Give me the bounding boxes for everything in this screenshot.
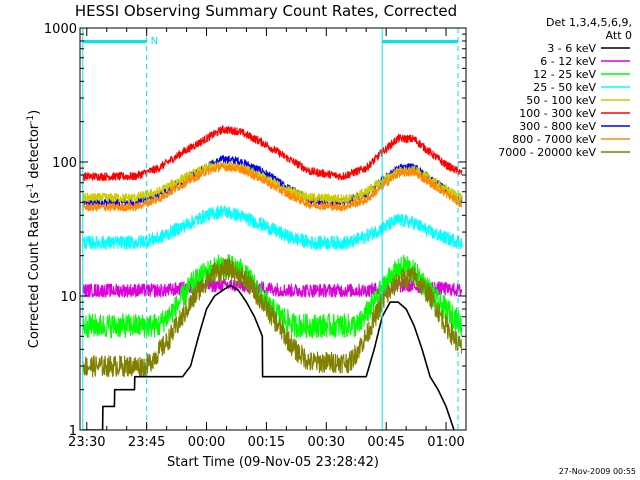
legend-label: 3 - 6 keV: [547, 42, 596, 55]
legend-label: 50 - 100 keV: [526, 94, 596, 107]
legend-entry: 50 - 100 keV: [526, 94, 630, 107]
legend-entry: 12 - 25 keV: [533, 68, 630, 81]
y-tick: 100: [52, 156, 466, 171]
x-tick-label: 23:30: [68, 435, 105, 450]
series-line-3-6kev: [82, 284, 455, 430]
series-line-12-25kev: [82, 254, 463, 339]
legend-entry: 100 - 300 keV: [519, 107, 630, 120]
x-tick: 23:30: [68, 28, 106, 450]
x-tick: 00:45: [367, 28, 405, 450]
x-tick-label: 00:15: [248, 435, 285, 450]
chart-title: HESSI Observing Summary Count Rates, Cor…: [75, 2, 457, 20]
x-tick: 00:00: [188, 28, 225, 450]
legend-label: 12 - 25 keV: [533, 68, 596, 81]
series-line-25-50kev: [82, 205, 463, 250]
legend-entry: 3 - 6 keV: [547, 42, 630, 55]
y-tick: 1000: [44, 22, 466, 37]
x-tick: 23:45: [128, 28, 165, 450]
series-line-6-12kev: [82, 278, 463, 298]
legend-label: 100 - 300 keV: [519, 107, 596, 120]
y-tick-label: 100: [52, 156, 77, 171]
axis-layer: 23:30 23:45 00:00 00:15 00:30 00:45 01:00 1 10 10…: [44, 22, 467, 450]
legend-label: 300 - 800 keV: [519, 120, 596, 133]
series-layer: [82, 125, 463, 430]
legend-header-line-2: Att 0: [606, 29, 632, 42]
x-tick-label: 00:30: [308, 435, 345, 450]
x-tick-label: 00:45: [367, 435, 404, 450]
legend-label: 25 - 50 keV: [533, 81, 596, 94]
night-bar: [82, 40, 147, 43]
series-line-100-300kev: [82, 125, 463, 182]
legend-label: 800 - 7000 keV: [512, 133, 596, 146]
y-tick: 10: [60, 290, 466, 305]
x-tick: 00:15: [248, 28, 285, 450]
legend-entry: 800 - 7000 keV: [512, 133, 630, 146]
series-line-800-7000kev: [82, 162, 463, 212]
y-tick-label: 10: [60, 290, 77, 305]
legend-header-line-1: Det 1,3,4,5,6,9,: [546, 16, 632, 29]
x-axis-label: Start Time (09-Nov-05 23:28:42): [167, 455, 379, 470]
legend-entry: 6 - 12 keV: [540, 55, 630, 68]
legend-entry: 25 - 50 keV: [533, 81, 630, 94]
overlay-layer: N: [82, 28, 459, 430]
series-line-7000-20000kev: [82, 257, 463, 378]
y-tick-label: 1: [69, 424, 77, 439]
series-line-300-800kev: [82, 154, 463, 207]
footer-timestamp: 27-Nov-2009 00:55: [559, 467, 636, 476]
plot-frame: [79, 27, 467, 431]
night-bar: [382, 40, 459, 43]
legend-entry: 300 - 800 keV: [519, 120, 630, 133]
x-tick-label: 23:45: [128, 435, 165, 450]
x-tick-label: 00:00: [188, 435, 225, 450]
x-tick: 00:30: [308, 28, 345, 450]
x-tick-label: 01:00: [427, 435, 464, 450]
legend-label: 7000 - 20000 keV: [498, 146, 596, 159]
legend-label: 6 - 12 keV: [540, 55, 596, 68]
y-axis-label: Corrected Count Rate (s-1 detector-1): [26, 110, 42, 348]
x-tick: 01:00: [427, 28, 465, 450]
night-bar-label: N: [151, 36, 158, 47]
y-tick: 1: [69, 424, 466, 439]
legend-entry: 7000 - 20000 keV: [498, 146, 630, 159]
y-tick-label: 1000: [44, 22, 77, 37]
